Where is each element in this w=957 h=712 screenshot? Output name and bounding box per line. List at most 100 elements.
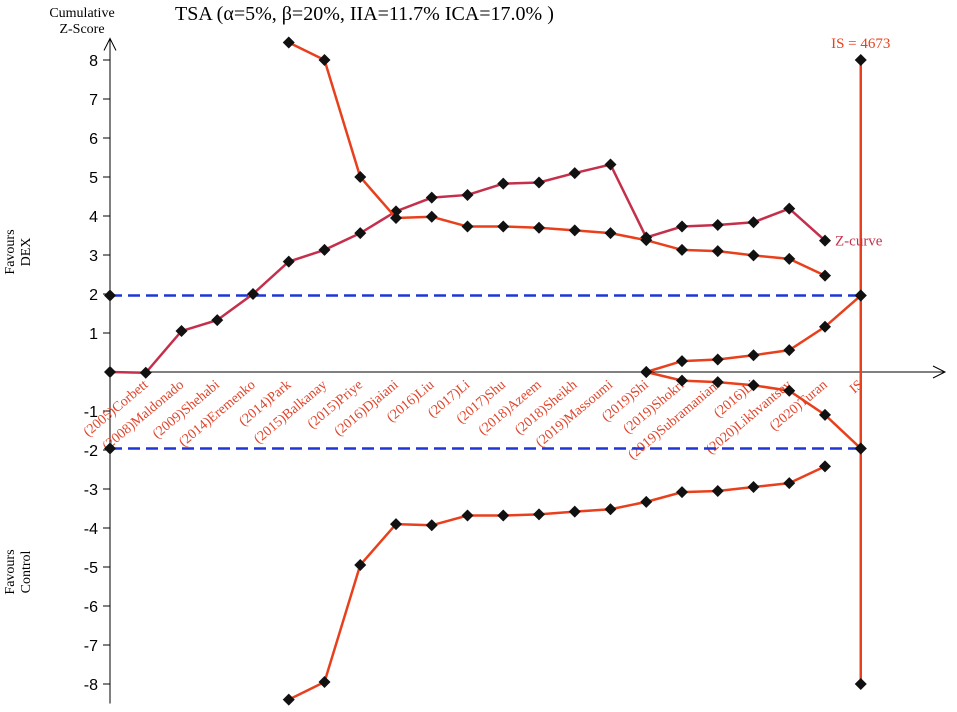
series-marker xyxy=(676,220,688,233)
series-marker xyxy=(783,384,796,397)
series-marker xyxy=(819,408,831,421)
series-marker xyxy=(461,188,474,201)
y-tick-label: 6 xyxy=(89,131,98,148)
series-marker xyxy=(354,171,367,183)
series-marker xyxy=(247,288,259,300)
series-marker xyxy=(604,158,617,171)
y-tick-label: 8 xyxy=(89,53,98,70)
y-tick-label: 1 xyxy=(89,326,98,343)
series-marker xyxy=(711,376,724,389)
series-marker xyxy=(747,379,760,392)
series-marker xyxy=(711,484,724,497)
side-label: Control xyxy=(19,551,34,594)
series-marker xyxy=(425,191,438,204)
series-marker xyxy=(676,355,688,368)
favours-control: Favours Control xyxy=(3,549,34,594)
series-marker xyxy=(425,210,438,223)
x-axis-arrow xyxy=(932,365,947,379)
is-marker xyxy=(854,678,867,690)
series-marker xyxy=(819,320,831,333)
side-label: Favours xyxy=(3,229,18,274)
series-marker xyxy=(676,243,688,256)
series-marker xyxy=(819,460,831,473)
y-tick-label: -2 xyxy=(84,443,98,460)
series-marker xyxy=(533,176,545,189)
is-label: IS = 4673 xyxy=(831,36,890,52)
series-marker xyxy=(676,374,688,387)
y-tick-label: 5 xyxy=(89,170,98,187)
series-marker xyxy=(747,349,760,362)
series-marker xyxy=(318,243,331,256)
series-marker xyxy=(783,252,796,265)
series-marker xyxy=(640,234,653,247)
series-marker xyxy=(711,218,724,231)
series-marker xyxy=(783,477,796,490)
series-line xyxy=(288,465,826,701)
series-marker xyxy=(533,508,545,521)
series-marker xyxy=(211,314,224,327)
series-marker xyxy=(819,269,831,282)
series-marker xyxy=(604,227,617,240)
y-tick-label: -3 xyxy=(84,482,98,499)
y-tick-label: -6 xyxy=(84,599,98,616)
series-marker xyxy=(390,518,402,531)
side-label: DEX xyxy=(19,238,34,267)
series-marker xyxy=(747,216,760,229)
series-marker xyxy=(711,245,724,258)
is-marker xyxy=(854,442,867,455)
series-marker xyxy=(533,221,545,234)
series-marker xyxy=(747,481,760,494)
x-tick-label: IS xyxy=(847,378,866,397)
series-marker xyxy=(139,366,152,379)
y-tick-label: -1 xyxy=(84,404,98,421)
reference-marker xyxy=(104,289,116,302)
side-label: Favours xyxy=(3,549,18,594)
favours-dex: Favours DEX xyxy=(3,229,34,274)
series-marker xyxy=(354,227,367,240)
series-marker xyxy=(604,503,617,516)
series-marker xyxy=(783,202,796,215)
series-marker xyxy=(282,36,295,49)
y-tick-label: -7 xyxy=(84,638,98,655)
series-marker xyxy=(175,325,188,338)
series-marker xyxy=(568,167,581,180)
series-marker xyxy=(461,509,474,522)
series-marker xyxy=(318,54,331,66)
series-marker xyxy=(425,519,438,532)
y-tick-label: 4 xyxy=(89,209,98,226)
series-marker xyxy=(390,211,402,224)
series-marker xyxy=(461,220,474,233)
series-marker xyxy=(568,224,581,237)
series-marker xyxy=(497,177,510,190)
series-marker xyxy=(640,495,653,508)
reference-marker xyxy=(104,442,116,455)
y-tick-label: -8 xyxy=(84,677,98,694)
y-tick-label: -4 xyxy=(84,521,98,538)
series-label: Z-curve xyxy=(835,234,883,250)
series-marker xyxy=(819,234,831,247)
y-tick-label: 3 xyxy=(89,248,98,265)
chart-title: TSA (α=5%, β=20%, IIA=11.7% ICA=17.0% ) xyxy=(175,3,554,25)
y-axis-label: Cumulative xyxy=(49,6,114,21)
series-marker xyxy=(640,366,653,378)
series-marker xyxy=(497,509,510,522)
is-marker xyxy=(854,289,867,302)
y-tick-label: -5 xyxy=(84,560,98,577)
series-marker xyxy=(318,676,331,689)
y-axis-label: Z-Score xyxy=(59,22,104,37)
is-marker xyxy=(854,54,867,66)
series-marker xyxy=(568,505,581,518)
series-marker xyxy=(747,249,760,262)
series-marker xyxy=(711,353,724,366)
series-marker xyxy=(354,559,367,572)
series-marker xyxy=(282,255,295,268)
y-tick-label: 7 xyxy=(89,92,98,109)
series-marker xyxy=(104,366,116,378)
series-marker xyxy=(676,486,688,499)
y-axis-arrow xyxy=(103,37,117,51)
series-line xyxy=(288,41,826,277)
series-marker xyxy=(497,220,510,233)
y-tick-label: 2 xyxy=(89,287,98,304)
series-marker xyxy=(783,344,796,357)
